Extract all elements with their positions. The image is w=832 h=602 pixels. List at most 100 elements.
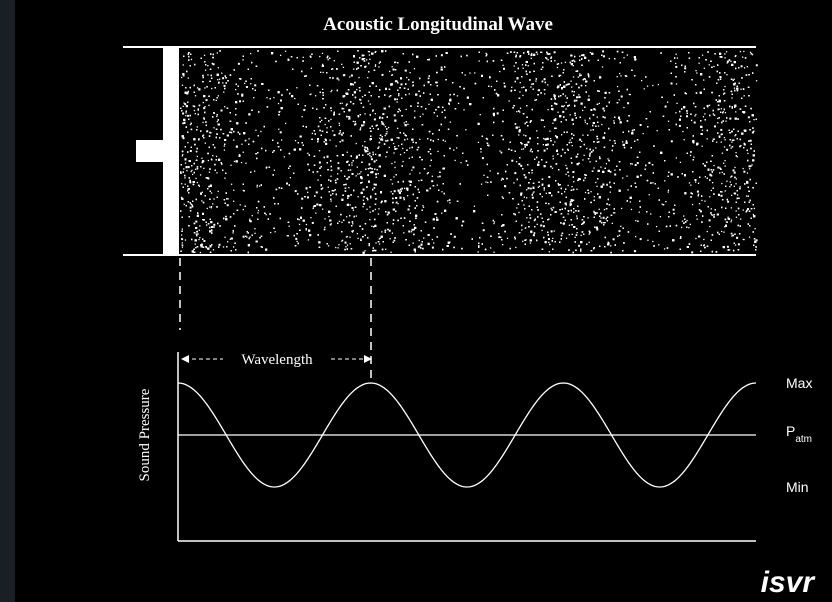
air-particle xyxy=(727,216,729,218)
air-particle xyxy=(742,209,744,211)
air-particle xyxy=(216,120,218,123)
air-particle xyxy=(456,95,459,97)
air-particle xyxy=(548,241,550,243)
air-particle xyxy=(664,105,667,108)
air-particle xyxy=(607,158,609,160)
air-particle xyxy=(326,127,328,129)
air-particle xyxy=(596,185,598,187)
air-particle xyxy=(695,237,697,240)
air-particle xyxy=(206,207,208,210)
air-particle xyxy=(519,82,521,84)
air-particle xyxy=(329,139,331,141)
air-particle xyxy=(652,240,654,243)
air-particle xyxy=(433,242,435,244)
air-particle xyxy=(571,233,573,235)
air-particle xyxy=(735,152,737,154)
air-particle xyxy=(369,206,371,208)
air-particle xyxy=(207,74,209,76)
air-particle xyxy=(230,183,233,185)
air-particle xyxy=(493,114,495,117)
air-particle xyxy=(257,209,260,212)
air-particle xyxy=(393,176,395,178)
air-particle xyxy=(369,103,371,105)
air-particle xyxy=(536,130,538,132)
air-particle xyxy=(736,156,738,158)
air-particle xyxy=(318,150,321,152)
air-particle xyxy=(675,53,677,55)
air-particle xyxy=(193,109,196,112)
air-particle xyxy=(588,95,590,97)
air-particle xyxy=(712,138,714,140)
air-particle xyxy=(549,130,551,132)
air-particle xyxy=(485,181,487,183)
air-particle xyxy=(371,225,373,227)
air-particle xyxy=(224,236,226,238)
air-particle xyxy=(367,100,370,102)
air-particle xyxy=(373,118,376,121)
air-particle xyxy=(656,130,658,132)
air-particle xyxy=(222,77,225,80)
air-particle xyxy=(518,134,520,136)
air-particle xyxy=(339,102,341,105)
air-particle xyxy=(574,236,576,238)
air-particle xyxy=(588,241,590,243)
air-particle xyxy=(374,208,376,211)
air-particle xyxy=(725,120,727,122)
air-particle xyxy=(704,200,706,202)
air-particle xyxy=(620,95,623,98)
air-particle xyxy=(194,168,197,170)
air-particle xyxy=(338,220,341,222)
air-particle xyxy=(258,185,261,187)
air-particle xyxy=(341,134,343,136)
air-particle xyxy=(327,59,329,61)
air-particle xyxy=(414,110,416,112)
air-particle xyxy=(393,190,396,193)
air-particle xyxy=(436,216,438,219)
air-particle xyxy=(559,74,562,77)
air-particle xyxy=(307,239,310,241)
air-particle xyxy=(407,195,409,197)
air-particle xyxy=(735,216,738,218)
air-particle xyxy=(729,249,731,251)
air-particle xyxy=(365,65,367,67)
air-particle xyxy=(233,200,235,202)
air-particle xyxy=(310,217,312,219)
air-particle xyxy=(355,175,357,177)
air-particle xyxy=(579,138,582,141)
air-particle xyxy=(398,95,400,97)
air-particle xyxy=(581,140,583,142)
air-particle xyxy=(330,175,332,177)
air-particle xyxy=(730,207,732,209)
air-particle xyxy=(588,233,590,235)
air-particle xyxy=(587,217,589,219)
air-particle xyxy=(312,207,314,210)
air-particle xyxy=(748,165,751,168)
air-particle xyxy=(626,175,628,177)
air-particle xyxy=(605,163,608,165)
air-particle xyxy=(372,127,375,130)
air-particle xyxy=(189,150,192,152)
air-particle xyxy=(217,95,219,97)
air-particle xyxy=(184,183,186,185)
air-particle xyxy=(623,106,625,109)
air-particle xyxy=(384,126,387,128)
air-particle xyxy=(569,204,571,207)
air-particle xyxy=(349,76,351,78)
air-particle xyxy=(195,247,197,249)
air-particle xyxy=(330,118,332,121)
air-particle xyxy=(567,210,570,212)
air-particle xyxy=(341,221,343,223)
air-particle xyxy=(574,104,576,106)
air-particle xyxy=(213,226,215,228)
air-particle xyxy=(210,192,213,194)
air-particle xyxy=(265,214,267,216)
air-particle xyxy=(397,145,400,147)
air-particle xyxy=(212,63,215,66)
air-particle xyxy=(360,177,363,180)
air-particle xyxy=(283,156,285,158)
air-particle xyxy=(339,132,341,134)
air-particle xyxy=(594,109,596,111)
air-particle xyxy=(675,62,677,65)
air-particle xyxy=(330,200,332,202)
air-particle xyxy=(733,171,736,174)
